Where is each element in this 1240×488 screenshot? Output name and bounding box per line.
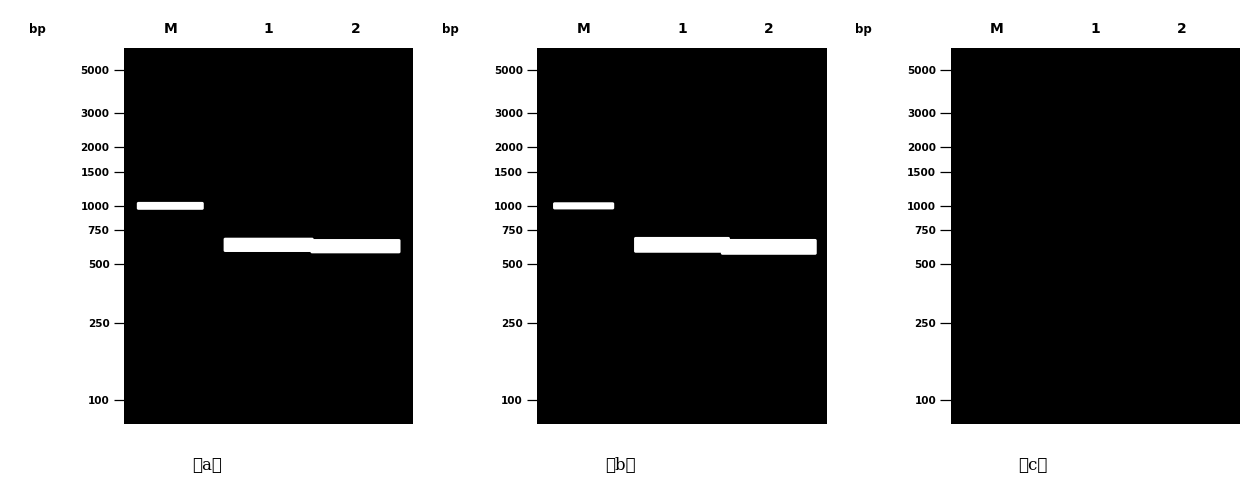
- Text: 1: 1: [264, 21, 274, 36]
- FancyBboxPatch shape: [634, 238, 730, 253]
- FancyBboxPatch shape: [720, 240, 817, 255]
- Text: bp: bp: [29, 22, 46, 36]
- Text: 500: 500: [88, 260, 109, 270]
- Text: 1000: 1000: [494, 202, 523, 211]
- Text: 1: 1: [677, 21, 687, 36]
- Text: 500: 500: [914, 260, 936, 270]
- Text: 5000: 5000: [81, 66, 109, 76]
- Text: 1: 1: [1090, 21, 1100, 36]
- Text: 2: 2: [1177, 21, 1187, 36]
- Text: M: M: [577, 21, 590, 36]
- Text: 1000: 1000: [908, 202, 936, 211]
- Text: 100: 100: [501, 395, 523, 406]
- Text: 2000: 2000: [908, 143, 936, 153]
- Text: 250: 250: [501, 318, 523, 328]
- Text: 750: 750: [914, 225, 936, 236]
- Bar: [951, 49, 1240, 425]
- Text: 2000: 2000: [494, 143, 523, 153]
- Text: bp: bp: [443, 22, 459, 36]
- Text: 750: 750: [88, 225, 109, 236]
- Text: 500: 500: [501, 260, 523, 270]
- Text: 100: 100: [914, 395, 936, 406]
- FancyBboxPatch shape: [223, 238, 314, 252]
- Text: 2: 2: [764, 21, 774, 36]
- Text: bp: bp: [856, 22, 872, 36]
- Text: 1500: 1500: [81, 167, 109, 177]
- FancyBboxPatch shape: [136, 203, 203, 210]
- Text: 100: 100: [88, 395, 109, 406]
- Text: 3000: 3000: [908, 109, 936, 119]
- Text: 3000: 3000: [494, 109, 523, 119]
- Text: 2: 2: [351, 21, 361, 36]
- Text: 250: 250: [88, 318, 109, 328]
- Text: 750: 750: [501, 225, 523, 236]
- Text: 250: 250: [914, 318, 936, 328]
- Text: M: M: [990, 21, 1004, 36]
- Text: （a）: （a）: [192, 456, 222, 473]
- Text: 1000: 1000: [81, 202, 109, 211]
- FancyBboxPatch shape: [310, 240, 401, 254]
- Bar: [537, 49, 827, 425]
- Text: 1500: 1500: [908, 167, 936, 177]
- Text: （c）: （c）: [1018, 456, 1048, 473]
- Text: 1500: 1500: [494, 167, 523, 177]
- Bar: [124, 49, 413, 425]
- Text: 3000: 3000: [81, 109, 109, 119]
- Text: M: M: [164, 21, 177, 36]
- Text: 2000: 2000: [81, 143, 109, 153]
- Text: 5000: 5000: [494, 66, 523, 76]
- Text: （b）: （b）: [605, 456, 635, 473]
- Text: 5000: 5000: [908, 66, 936, 76]
- FancyBboxPatch shape: [553, 203, 614, 210]
